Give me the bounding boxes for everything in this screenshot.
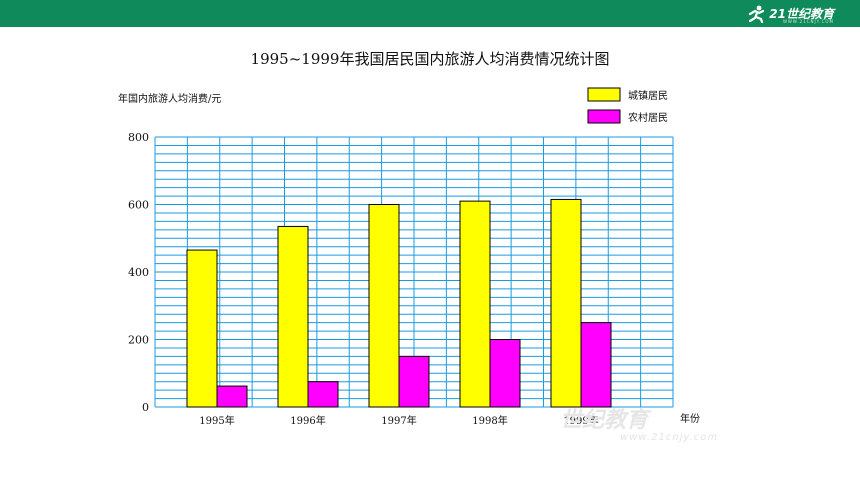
legend-swatch <box>587 109 621 124</box>
bar <box>216 385 248 408</box>
bar <box>550 198 582 408</box>
bar <box>186 249 218 408</box>
x-tick-label: 1996年 <box>290 414 325 427</box>
x-tick-label: 1998年 <box>472 414 507 427</box>
bar <box>580 322 612 408</box>
chart-axes: 0 200 400 600 800 1995年 1996年 1997年 1998年 1999年 <box>128 131 599 427</box>
bar <box>489 339 521 408</box>
y-axis-label: 年国内旅游人均消费/元 <box>118 94 222 105</box>
chart-bars <box>186 198 612 408</box>
y-tick-label: 200 <box>128 334 149 347</box>
logo-url: WWW.21CNJY.COM <box>782 19 834 24</box>
y-tick-label: 400 <box>128 266 149 279</box>
bar <box>459 200 491 408</box>
y-tick-label: 0 <box>142 401 149 414</box>
x-axis-label: 年份 <box>680 414 700 425</box>
watermark: 世纪教育 <box>560 408 649 433</box>
bar <box>307 381 339 408</box>
x-tick-label: 1999年 <box>563 414 598 427</box>
watermark-url: www.21cnjy.com <box>620 432 719 443</box>
y-tick-label: 600 <box>128 199 149 212</box>
x-tick-label: 1997年 <box>381 414 416 427</box>
legend-label: 农村居民 <box>628 111 668 124</box>
bar <box>277 225 309 408</box>
bar <box>398 355 430 408</box>
x-tick-label: 1995年 <box>199 414 234 427</box>
runner-logo-icon <box>749 5 765 23</box>
top-banner: 21世纪教育 WWW.21CNJY.COM <box>0 0 860 27</box>
chart-title: 1995~1999年我国居民国内旅游人均消费情况统计图 <box>250 50 610 68</box>
y-tick-label: 800 <box>128 131 149 144</box>
logo-text: 21世纪教育 <box>769 6 834 21</box>
site-logo: 21世纪教育 <box>746 4 834 23</box>
legend-swatch <box>587 87 621 102</box>
bar <box>368 204 400 408</box>
legend-label: 城镇居民 <box>628 89 668 102</box>
